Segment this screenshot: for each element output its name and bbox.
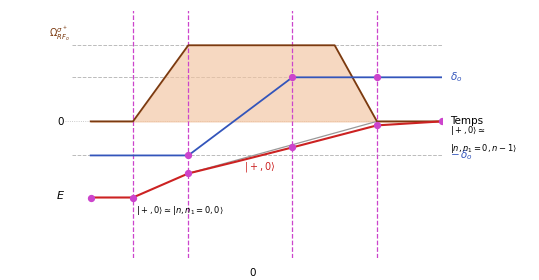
Text: $0$: $0$ [57, 115, 65, 127]
Point [372, 75, 381, 80]
Text: $\delta_o$: $\delta_o$ [450, 70, 462, 84]
Text: $-\,\delta_o$: $-\,\delta_o$ [450, 148, 473, 162]
Point [129, 195, 137, 200]
Text: $\Omega_{RF_o}^{\sigma^+}$: $\Omega_{RF_o}^{\sigma^+}$ [49, 24, 70, 43]
Point [184, 153, 192, 158]
Text: $|+,0\rangle \simeq |n,n_1=0,0\rangle$: $|+,0\rangle \simeq |n,n_1=0,0\rangle$ [136, 204, 224, 217]
Point [86, 195, 95, 200]
Text: $|+,0\rangle$: $|+,0\rangle$ [244, 160, 275, 174]
Text: $|+,0\rangle \simeq$
$|n,n_1=0,n-1\rangle$: $|+,0\rangle \simeq$ $|n,n_1=0,n-1\rangl… [450, 124, 517, 155]
Point [372, 123, 381, 128]
Point [438, 119, 446, 123]
Text: $E$: $E$ [56, 190, 65, 202]
Text: $0$: $0$ [250, 266, 257, 277]
Point [288, 145, 296, 150]
Point [288, 75, 296, 80]
Text: Temps: Temps [450, 116, 483, 126]
Point [184, 171, 192, 176]
